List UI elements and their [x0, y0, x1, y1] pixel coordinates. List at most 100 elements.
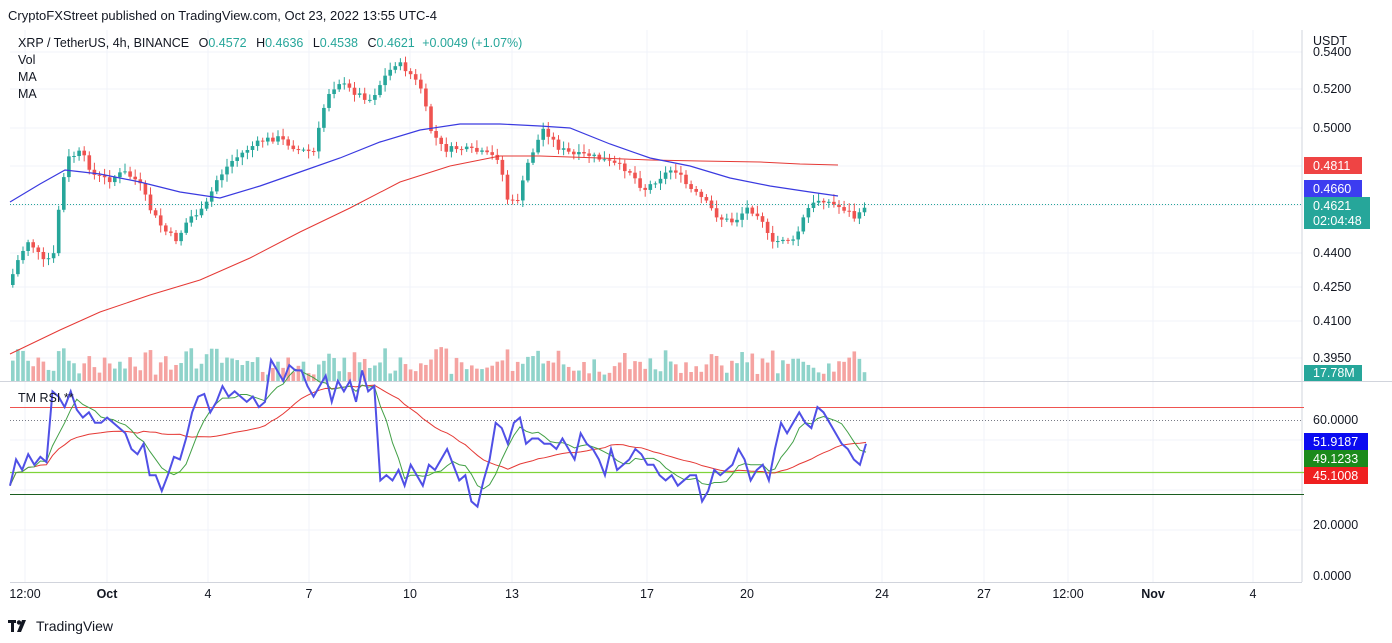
candle-body: [740, 213, 744, 220]
volume-bar: [821, 373, 826, 381]
candle-body: [352, 87, 357, 95]
volume-bar: [862, 372, 867, 381]
price-tick-label: 0.4250: [1313, 280, 1351, 294]
candle-body: [796, 231, 800, 240]
candle-body: [362, 93, 367, 100]
open-value: 0.4572: [208, 36, 246, 50]
volume-bar: [750, 353, 755, 381]
candle-body: [852, 211, 857, 219]
time-tick-label: 4: [1250, 587, 1257, 601]
candle-body: [709, 200, 714, 209]
indicator-ma-2[interactable]: MA: [18, 87, 37, 101]
candle-body: [194, 215, 199, 217]
volume-bar: [786, 363, 790, 381]
candle-body: [240, 152, 245, 158]
volume-bar: [490, 365, 494, 381]
candle-body: [592, 154, 596, 156]
volume-bar: [347, 372, 352, 381]
volume-bar: [684, 362, 688, 381]
volume-bar: [393, 370, 398, 381]
candle-body: [526, 162, 530, 181]
volume-bar: [194, 368, 199, 381]
candle-body: [633, 172, 637, 179]
time-tick-label: 12:00: [9, 587, 40, 601]
volume-bar: [679, 372, 683, 381]
candles: [11, 56, 867, 288]
volume-bar: [72, 363, 76, 381]
candle-body: [153, 210, 158, 216]
candle-body: [577, 152, 581, 155]
candle-body: [638, 178, 642, 188]
candle-body: [521, 180, 525, 201]
volume-bar: [816, 372, 821, 381]
volume-bar: [424, 364, 428, 381]
volume-bar: [765, 362, 770, 381]
candle-body: [204, 201, 209, 209]
volume-bar: [357, 362, 362, 381]
candle-body: [531, 152, 535, 163]
candle-body: [730, 218, 734, 223]
volume-bar: [429, 359, 433, 381]
indicator-ma-1[interactable]: MA: [18, 70, 37, 84]
time-axis[interactable]: 12:00 Oct 4 7 10 13 17 20 24 27 12:00 Nov 4: [9, 587, 1256, 601]
volume-bar: [332, 357, 336, 381]
candle-body: [857, 212, 862, 219]
candle-body: [765, 221, 770, 233]
rsi-title[interactable]: TM RSI **: [18, 391, 74, 405]
candle-body: [138, 179, 143, 184]
candle-body: [572, 151, 576, 155]
volume-bar: [709, 354, 714, 381]
volume-bar: [230, 358, 234, 381]
candle-body: [832, 201, 836, 205]
currency-label: USDT: [1313, 34, 1347, 48]
volume-bar: [470, 365, 474, 381]
candle-body: [561, 148, 566, 150]
candle-body: [266, 137, 270, 142]
candle-body: [801, 217, 806, 232]
volume-bar: [378, 362, 382, 381]
volume-bar: [811, 367, 816, 381]
candle-body: [56, 209, 61, 254]
candle-body: [816, 200, 821, 203]
price-tick-label: 0.3950: [1313, 351, 1351, 365]
candle-body: [643, 187, 647, 190]
volume-bar: [128, 357, 132, 381]
svg-text:51.9187: 51.9187: [1313, 435, 1358, 449]
volume-bar: [301, 361, 306, 381]
candle-body: [459, 149, 464, 151]
time-tick-label: 10: [403, 587, 417, 601]
volume-bar: [582, 361, 586, 381]
candle-body: [408, 71, 413, 75]
volume-bar: [561, 364, 566, 381]
indicator-vol[interactable]: Vol: [18, 53, 35, 67]
candle-body: [128, 171, 132, 177]
candle-body: [663, 172, 668, 179]
volume-bar: [668, 361, 673, 381]
volume-bar: [169, 369, 173, 381]
volume-bar: [633, 361, 637, 381]
volume-bar: [699, 371, 704, 381]
candle-body: [276, 136, 280, 142]
footer-brand: TradingView: [36, 618, 114, 634]
volume-bar: [317, 364, 321, 381]
candle-body: [582, 152, 586, 154]
volume-bar: [725, 372, 729, 381]
candle-body: [393, 66, 398, 70]
candle-body: [745, 207, 749, 214]
symbol-label: XRP / TetherUS, 4h, BINANCE: [18, 36, 189, 50]
volume-bar: [500, 360, 505, 381]
footer[interactable]: TradingView: [8, 618, 113, 634]
candle-body: [41, 251, 46, 260]
rsi-line: [9, 356, 867, 509]
volume-bar: [148, 350, 153, 381]
volume-bar: [577, 370, 581, 381]
volume-bar: [327, 353, 331, 381]
volume-bar: [770, 350, 775, 381]
volume-bar: [408, 369, 413, 381]
volume-bar: [11, 360, 15, 381]
candle-body: [67, 156, 71, 178]
volume-bar: [174, 364, 178, 381]
chart-legend: XRP / TetherUS, 4h, BINANCE O0.4572 H0.4…: [18, 36, 522, 50]
candle-body: [143, 183, 148, 195]
